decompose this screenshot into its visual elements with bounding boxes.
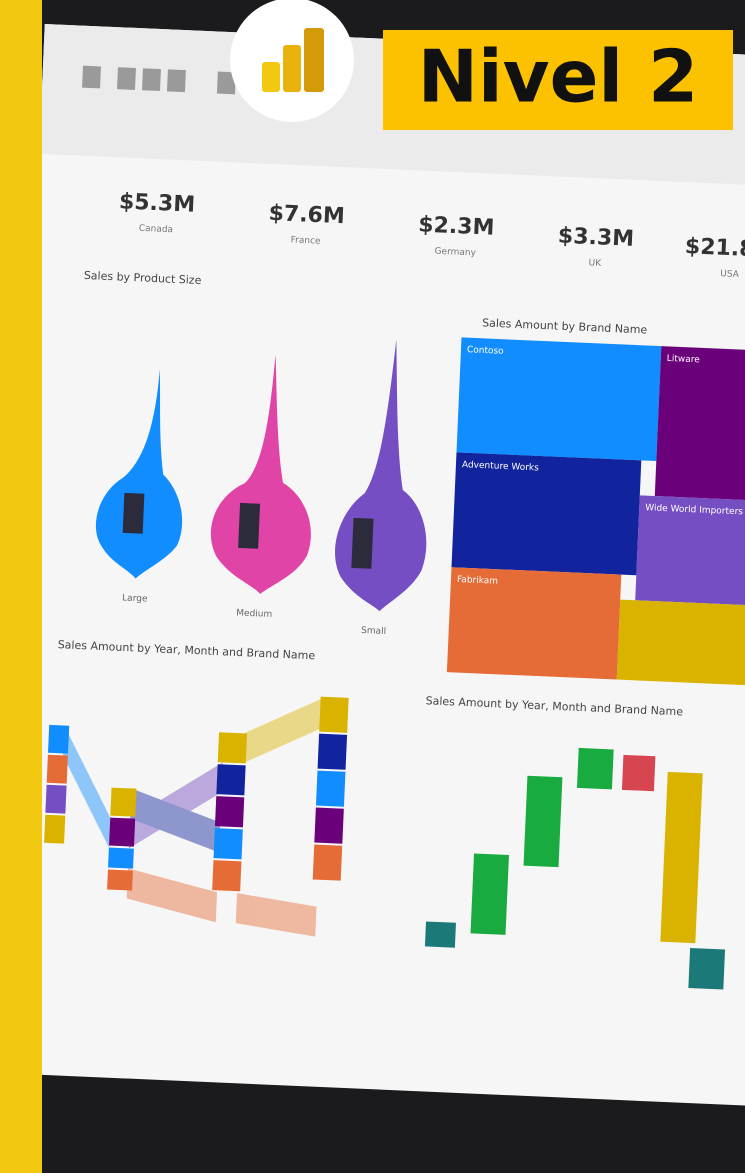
segment bbox=[215, 796, 244, 827]
tile-label: Fabrikam bbox=[457, 575, 499, 587]
segment bbox=[44, 815, 65, 844]
box-plot bbox=[351, 518, 373, 569]
x-tick-label: Large bbox=[122, 593, 148, 604]
segment bbox=[318, 734, 348, 770]
icon bbox=[117, 67, 136, 90]
tile-label: Litware bbox=[667, 354, 701, 365]
segment bbox=[108, 848, 134, 869]
segment bbox=[109, 818, 135, 847]
box-plot bbox=[123, 493, 145, 534]
segment bbox=[319, 697, 349, 733]
kpi-label: USA bbox=[720, 269, 740, 280]
segment bbox=[214, 828, 243, 859]
page: {"badge": {"title": "Nivel 2"}, "kpis": … bbox=[0, 0, 745, 1173]
box-plot bbox=[238, 503, 260, 549]
bar bbox=[622, 755, 655, 791]
tile-label: Contoso bbox=[467, 345, 505, 357]
icon bbox=[142, 68, 161, 91]
treemap-tile bbox=[655, 346, 745, 501]
x-tick-label: Medium bbox=[236, 608, 272, 620]
side-strip bbox=[0, 0, 42, 1173]
kpi-value: $5.3M bbox=[118, 189, 195, 217]
screenshot: $5.3M $7.6M $2.3M $3.3M $21.8M Canada Fr… bbox=[0, 0, 745, 1173]
logo-bar bbox=[304, 28, 324, 92]
segment bbox=[212, 860, 241, 891]
kpi-value: $7.6M bbox=[268, 201, 345, 229]
bar bbox=[471, 853, 509, 934]
segment bbox=[47, 755, 68, 784]
bar bbox=[577, 748, 614, 789]
segment bbox=[313, 844, 343, 880]
kpi-label: France bbox=[290, 235, 321, 246]
segment bbox=[107, 870, 133, 891]
segment bbox=[314, 808, 344, 844]
kpi-label: UK bbox=[588, 258, 602, 269]
level-title: Nivel 2 bbox=[418, 35, 699, 119]
icon bbox=[82, 66, 101, 89]
segment bbox=[45, 785, 66, 814]
icon bbox=[167, 69, 186, 92]
segment bbox=[216, 764, 245, 795]
segment bbox=[218, 732, 247, 763]
kpi-label: Germany bbox=[434, 247, 476, 259]
logo-bar bbox=[262, 62, 280, 92]
treemap-tile bbox=[617, 600, 745, 686]
bar bbox=[425, 921, 456, 947]
logo-bar bbox=[283, 45, 301, 92]
kpi-value: $21.8M bbox=[684, 234, 745, 263]
segment bbox=[48, 725, 69, 754]
x-tick-label: Small bbox=[361, 626, 386, 637]
segment bbox=[316, 771, 346, 807]
kpi-label: Canada bbox=[139, 224, 174, 235]
bar bbox=[660, 772, 702, 943]
bar bbox=[524, 776, 563, 867]
kpi-value: $2.3M bbox=[418, 212, 495, 240]
kpi-value: $3.3M bbox=[557, 224, 634, 252]
bar bbox=[688, 948, 725, 989]
segment bbox=[110, 788, 136, 817]
dashboard: $5.3M $7.6M $2.3M $3.3M $21.8M Canada Fr… bbox=[0, 24, 745, 1106]
